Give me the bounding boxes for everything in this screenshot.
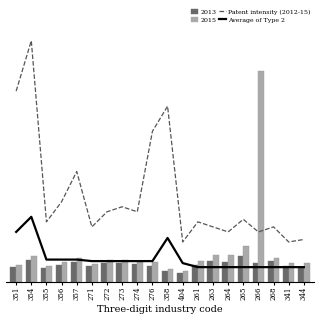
Bar — [207, 261, 213, 282]
Average of Type 2 — [60, 258, 63, 261]
Bar — [11, 267, 16, 282]
Patent intensity (2012-15) — [135, 210, 139, 214]
Patent intensity (2012-15) — [226, 230, 230, 234]
Bar — [304, 263, 309, 282]
Bar — [71, 262, 77, 282]
Bar — [192, 265, 198, 282]
Bar — [228, 254, 234, 282]
Patent intensity (2012-15) — [44, 220, 48, 224]
Patent intensity (2012-15) — [302, 237, 306, 241]
Bar — [198, 261, 204, 282]
Bar — [46, 266, 52, 282]
Average of Type 2 — [120, 259, 124, 263]
Average of Type 2 — [257, 265, 260, 269]
Patent intensity (2012-15) — [211, 225, 215, 229]
Bar — [274, 258, 279, 282]
Patent intensity (2012-15) — [241, 217, 245, 221]
Average of Type 2 — [241, 265, 245, 269]
Patent intensity (2012-15) — [257, 230, 260, 234]
Bar — [26, 260, 31, 282]
Average of Type 2 — [44, 258, 48, 261]
Patent intensity (2012-15) — [14, 89, 18, 93]
Average of Type 2 — [181, 261, 185, 265]
Bar — [152, 262, 158, 282]
Line: Average of Type 2: Average of Type 2 — [16, 217, 304, 267]
Average of Type 2 — [75, 258, 79, 261]
Patent intensity (2012-15) — [272, 225, 276, 229]
Average of Type 2 — [166, 236, 170, 240]
Bar — [56, 265, 61, 282]
Bar — [31, 256, 37, 282]
Average of Type 2 — [226, 265, 230, 269]
Bar — [183, 271, 188, 282]
Average of Type 2 — [287, 265, 291, 269]
Bar — [222, 262, 228, 282]
Bar — [86, 266, 92, 282]
Bar — [162, 271, 168, 282]
X-axis label: Three-digit industry code: Three-digit industry code — [97, 306, 223, 315]
Average of Type 2 — [135, 259, 139, 263]
Average of Type 2 — [272, 265, 276, 269]
Bar — [259, 71, 264, 282]
Bar — [61, 262, 67, 282]
Patent intensity (2012-15) — [120, 205, 124, 209]
Bar — [147, 266, 152, 282]
Legend: 2013, 2015, Patent intensity (2012-15), Average of Type 2: 2013, 2015, Patent intensity (2012-15), … — [190, 9, 311, 23]
Average of Type 2 — [196, 265, 200, 269]
Average of Type 2 — [211, 265, 215, 269]
Bar — [77, 258, 83, 282]
Line: Patent intensity (2012-15): Patent intensity (2012-15) — [16, 41, 304, 242]
Average of Type 2 — [29, 215, 33, 219]
Bar — [41, 268, 46, 282]
Average of Type 2 — [90, 259, 94, 263]
Bar — [298, 268, 304, 282]
Average of Type 2 — [105, 259, 109, 263]
Average of Type 2 — [14, 230, 18, 234]
Bar — [237, 256, 243, 282]
Bar — [132, 264, 137, 282]
Patent intensity (2012-15) — [166, 104, 170, 108]
Patent intensity (2012-15) — [150, 129, 154, 133]
Bar — [289, 263, 294, 282]
Bar — [92, 264, 98, 282]
Bar — [107, 260, 113, 282]
Bar — [116, 263, 122, 282]
Patent intensity (2012-15) — [29, 39, 33, 43]
Bar — [101, 263, 107, 282]
Patent intensity (2012-15) — [181, 240, 185, 244]
Average of Type 2 — [302, 265, 306, 269]
Average of Type 2 — [150, 259, 154, 263]
Patent intensity (2012-15) — [90, 225, 94, 229]
Patent intensity (2012-15) — [75, 170, 79, 173]
Bar — [243, 246, 249, 282]
Bar — [268, 261, 274, 282]
Patent intensity (2012-15) — [105, 210, 109, 214]
Bar — [168, 269, 173, 282]
Bar — [137, 262, 143, 282]
Bar — [177, 273, 183, 282]
Bar — [122, 260, 128, 282]
Patent intensity (2012-15) — [196, 220, 200, 224]
Bar — [213, 254, 219, 282]
Bar — [283, 266, 289, 282]
Patent intensity (2012-15) — [287, 240, 291, 244]
Bar — [16, 265, 22, 282]
Patent intensity (2012-15) — [60, 200, 63, 204]
Bar — [253, 263, 259, 282]
